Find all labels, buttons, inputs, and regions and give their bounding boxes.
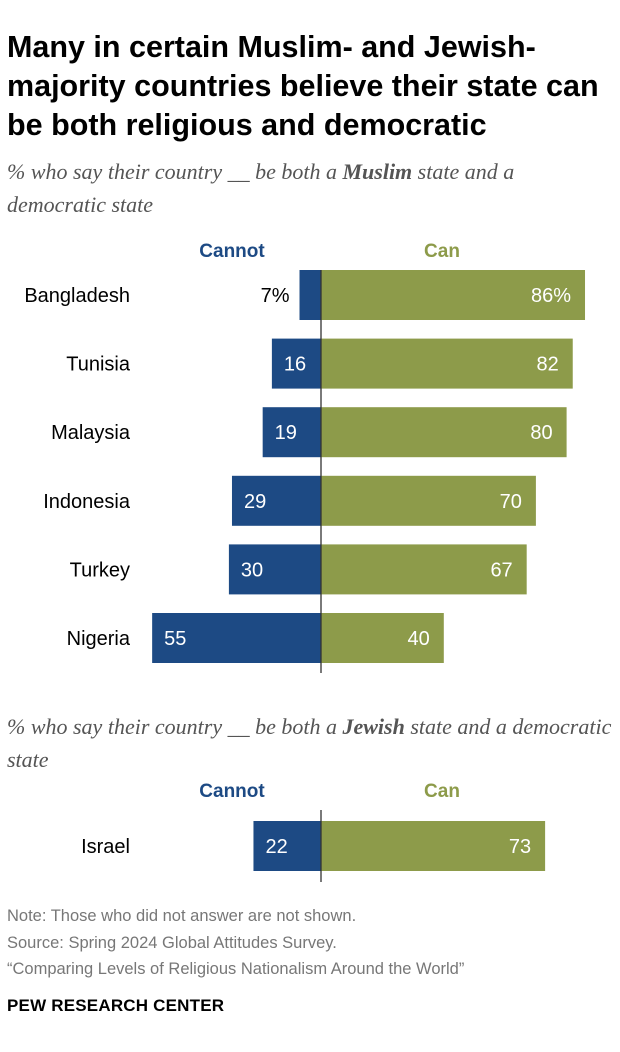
data-label-cannot-turkey: 30 bbox=[241, 559, 263, 581]
category-label-tunisia: Tunisia bbox=[66, 354, 131, 376]
legend-cannot: Cannot bbox=[199, 241, 265, 262]
category-label-turkey: Turkey bbox=[70, 559, 130, 581]
bar-cannot-tunisia bbox=[271, 338, 321, 389]
legend-cannot: Cannot bbox=[199, 781, 265, 802]
bar-cannot-malaysia bbox=[262, 407, 321, 458]
bar-cannot-nigeria bbox=[152, 613, 321, 663]
legend-can: Can bbox=[424, 781, 460, 802]
data-label-cannot-bangladesh: 7% bbox=[261, 285, 290, 307]
bar-can-nigeria bbox=[321, 613, 444, 663]
data-label-cannot-indonesia: 29 bbox=[244, 491, 266, 513]
category-label-indonesia: Indonesia bbox=[43, 491, 131, 513]
chart-notes: Note: Those who did not answer are not s… bbox=[7, 903, 464, 983]
jewish-country-bar-chart: Cannot Can Israel 22 73 bbox=[81, 781, 546, 882]
subtitle-emphasis-muslim: Muslim bbox=[342, 159, 413, 184]
data-label-can-israel: 73 bbox=[509, 836, 531, 858]
bar-can-indonesia bbox=[321, 475, 536, 526]
bar-can-tunisia bbox=[321, 338, 573, 389]
data-label-cannot-nigeria: 55 bbox=[164, 628, 186, 650]
data-label-can-bangladesh: 86% bbox=[531, 285, 571, 307]
subtitle-emphasis-jewish: Jewish bbox=[342, 714, 405, 739]
data-label-cannot-malaysia: 19 bbox=[275, 422, 297, 444]
category-label-malaysia: Malaysia bbox=[51, 422, 131, 444]
source-text: Source: Spring 2024 Global Attitudes Sur… bbox=[7, 933, 337, 952]
category-label-nigeria: Nigeria bbox=[67, 628, 131, 650]
data-label-cannot-tunisia: 16 bbox=[284, 354, 306, 376]
bar-can-malaysia bbox=[321, 407, 567, 458]
data-label-can-turkey: 67 bbox=[490, 559, 512, 581]
category-label-israel: Israel bbox=[81, 836, 130, 858]
bar-can-turkey bbox=[321, 544, 527, 595]
bar-can-bangladesh bbox=[321, 270, 586, 320]
bar-cannot-indonesia bbox=[231, 475, 321, 526]
jewish-chart-subtitle: % who say their country __ be both a Jew… bbox=[7, 714, 612, 772]
pew-logo-text: PEW RESEARCH CENTER bbox=[7, 996, 225, 1015]
legend-can: Can bbox=[424, 241, 460, 262]
note-text: Note: Those who did not answer are not s… bbox=[7, 907, 357, 925]
category-label-bangladesh: Bangladesh bbox=[24, 285, 130, 307]
data-label-can-indonesia: 70 bbox=[500, 491, 522, 513]
chart-title: Many in certain Muslim- and Jewish-major… bbox=[7, 30, 599, 142]
data-label-can-tunisia: 82 bbox=[536, 354, 558, 376]
muslim-chart-subtitle: % who say their country __ be both a Mus… bbox=[7, 159, 515, 217]
bar-cannot-turkey bbox=[228, 544, 321, 595]
data-label-cannot-israel: 22 bbox=[265, 836, 287, 858]
bar-can-israel bbox=[321, 821, 546, 871]
data-label-can-malaysia: 80 bbox=[530, 422, 552, 444]
bar-cannot-israel bbox=[253, 821, 321, 871]
data-label-can-nigeria: 40 bbox=[408, 628, 430, 650]
bar-cannot-bangladesh bbox=[299, 270, 321, 320]
muslim-countries-bar-chart: Cannot Can Bangladesh 7% 86% Tunisia 16 82 Malay… bbox=[24, 241, 586, 673]
report-title: “Comparing Levels of Religious Nationali… bbox=[7, 960, 465, 978]
